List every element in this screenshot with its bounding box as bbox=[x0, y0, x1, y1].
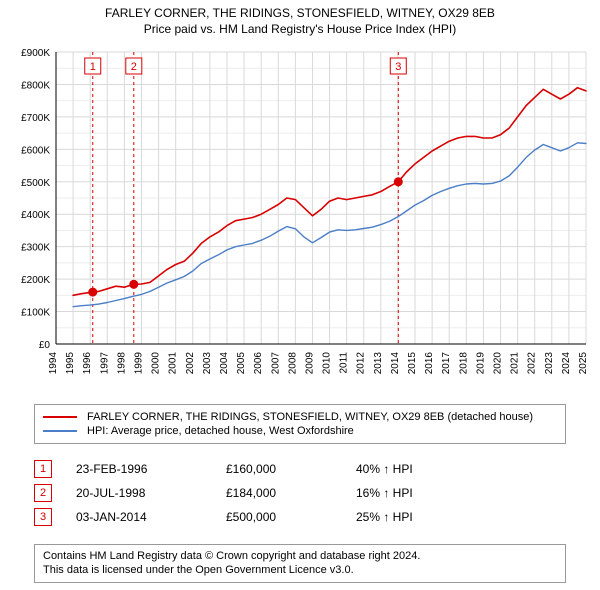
svg-text:2: 2 bbox=[131, 61, 137, 73]
svg-text:£200K: £200K bbox=[21, 275, 50, 286]
svg-text:2014: 2014 bbox=[390, 352, 401, 375]
svg-text:£300K: £300K bbox=[21, 243, 50, 254]
svg-text:2007: 2007 bbox=[270, 352, 281, 375]
svg-text:£0: £0 bbox=[39, 340, 51, 351]
svg-text:3: 3 bbox=[395, 61, 401, 73]
svg-text:2019: 2019 bbox=[475, 352, 486, 375]
svg-text:2003: 2003 bbox=[202, 352, 213, 375]
svg-text:2006: 2006 bbox=[253, 352, 264, 375]
marker-row: 3 03-JAN-2014 £500,000 25% ↑ HPI bbox=[34, 508, 566, 526]
svg-text:£800K: £800K bbox=[21, 80, 50, 91]
svg-text:1: 1 bbox=[90, 61, 96, 73]
svg-text:£900K: £900K bbox=[21, 48, 50, 59]
chart-title: FARLEY CORNER, THE RIDINGS, STONESFIELD,… bbox=[0, 0, 600, 20]
svg-text:2009: 2009 bbox=[304, 352, 315, 375]
svg-text:1996: 1996 bbox=[82, 352, 93, 375]
marker-badge-3: 3 bbox=[34, 508, 52, 526]
marker-table: 1 23-FEB-1996 £160,000 40% ↑ HPI 2 20-JU… bbox=[34, 454, 566, 532]
marker-date: 23-FEB-1996 bbox=[76, 462, 226, 476]
svg-text:£400K: £400K bbox=[21, 210, 50, 221]
legend-row: FARLEY CORNER, THE RIDINGS, STONESFIELD,… bbox=[43, 411, 557, 423]
marker-row: 1 23-FEB-1996 £160,000 40% ↑ HPI bbox=[34, 460, 566, 478]
svg-text:£600K: £600K bbox=[21, 145, 50, 156]
legend-swatch-property bbox=[43, 416, 77, 418]
svg-text:1997: 1997 bbox=[99, 352, 110, 375]
svg-text:2025: 2025 bbox=[578, 352, 589, 375]
marker-badge-2: 2 bbox=[34, 484, 52, 502]
marker-price: £160,000 bbox=[226, 462, 356, 476]
svg-text:2002: 2002 bbox=[185, 352, 196, 375]
marker-delta: 40% ↑ HPI bbox=[356, 462, 413, 476]
marker-row: 2 20-JUL-1998 £184,000 16% ↑ HPI bbox=[34, 484, 566, 502]
attribution-line: Contains HM Land Registry data © Crown c… bbox=[43, 549, 557, 563]
svg-text:2012: 2012 bbox=[356, 352, 367, 375]
legend-label: HPI: Average price, detached house, West… bbox=[87, 425, 354, 437]
svg-text:2023: 2023 bbox=[544, 352, 555, 375]
svg-text:2015: 2015 bbox=[407, 352, 418, 375]
svg-text:£500K: £500K bbox=[21, 178, 50, 189]
svg-text:2017: 2017 bbox=[441, 352, 452, 375]
svg-text:2011: 2011 bbox=[339, 352, 350, 374]
marker-price: £500,000 bbox=[226, 510, 356, 524]
svg-text:1998: 1998 bbox=[116, 352, 127, 375]
svg-text:2018: 2018 bbox=[458, 352, 469, 375]
marker-date: 03-JAN-2014 bbox=[76, 510, 226, 524]
svg-text:2020: 2020 bbox=[493, 352, 504, 375]
chart-area: £0 £100K £200K £300K £400K £500K £600K £700K £80… bbox=[8, 44, 592, 394]
marker-badge-1: 1 bbox=[34, 460, 52, 478]
svg-text:2024: 2024 bbox=[561, 352, 572, 375]
legend-swatch-hpi bbox=[43, 430, 77, 432]
marker-delta: 16% ↑ HPI bbox=[356, 486, 413, 500]
svg-text:2000: 2000 bbox=[151, 352, 162, 375]
svg-text:2001: 2001 bbox=[168, 352, 179, 375]
svg-text:2016: 2016 bbox=[424, 352, 435, 375]
svg-text:2013: 2013 bbox=[373, 352, 384, 375]
svg-text:£700K: £700K bbox=[21, 113, 50, 124]
marker-date: 20-JUL-1998 bbox=[76, 486, 226, 500]
svg-text:1994: 1994 bbox=[48, 352, 59, 375]
page-root: FARLEY CORNER, THE RIDINGS, STONESFIELD,… bbox=[0, 0, 600, 590]
legend-row: HPI: Average price, detached house, West… bbox=[43, 425, 557, 437]
svg-text:2022: 2022 bbox=[527, 352, 538, 375]
marker-delta: 25% ↑ HPI bbox=[356, 510, 413, 524]
svg-text:2005: 2005 bbox=[236, 352, 247, 375]
price-chart: £0 £100K £200K £300K £400K £500K £600K £700K £80… bbox=[8, 44, 592, 394]
svg-text:1999: 1999 bbox=[133, 352, 144, 375]
svg-text:1995: 1995 bbox=[65, 352, 76, 375]
svg-text:2008: 2008 bbox=[287, 352, 298, 375]
chart-subtitle: Price paid vs. HM Land Registry's House … bbox=[0, 20, 600, 36]
legend-label: FARLEY CORNER, THE RIDINGS, STONESFIELD,… bbox=[87, 411, 533, 423]
svg-text:£100K: £100K bbox=[21, 308, 50, 319]
legend: FARLEY CORNER, THE RIDINGS, STONESFIELD,… bbox=[34, 404, 566, 444]
svg-text:2004: 2004 bbox=[219, 352, 230, 375]
attribution-line: This data is licensed under the Open Gov… bbox=[43, 563, 557, 577]
svg-text:2010: 2010 bbox=[322, 352, 333, 375]
svg-text:2021: 2021 bbox=[510, 352, 521, 375]
marker-price: £184,000 bbox=[226, 486, 356, 500]
attribution-box: Contains HM Land Registry data © Crown c… bbox=[34, 544, 566, 583]
